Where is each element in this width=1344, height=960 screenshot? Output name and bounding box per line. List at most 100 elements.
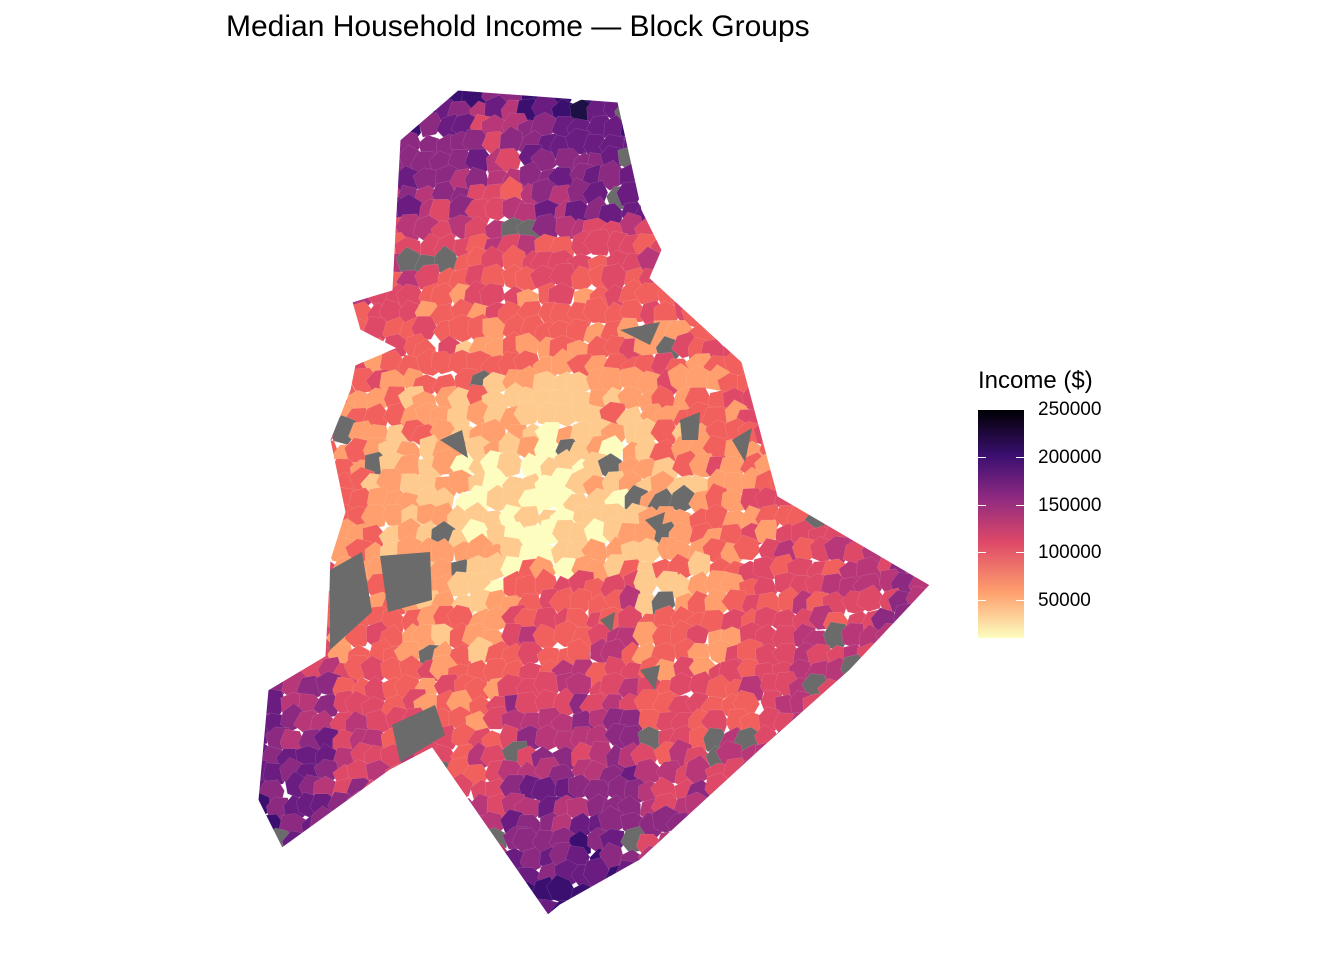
block-group-cell: [385, 847, 410, 875]
block-group-cell: [792, 388, 820, 414]
legend-label-100000: 100000: [1038, 542, 1102, 563]
block-group-cell: [853, 288, 883, 315]
block-group-cell: [362, 862, 386, 893]
block-group-cell: [871, 881, 899, 907]
block-group-cell: [769, 417, 796, 445]
block-group-cell: [931, 832, 956, 858]
block-group-cell: [258, 506, 275, 534]
block-group-cell: [309, 827, 335, 852]
block-group-cell: [365, 792, 394, 818]
block-group-cell: [260, 487, 286, 516]
block-group-cell: [823, 692, 850, 721]
block-group-cell: [327, 300, 353, 326]
block-group-cell: [802, 880, 832, 910]
block-group-cell: [361, 230, 388, 256]
block-group-cell: [278, 436, 305, 467]
block-group-cell: [708, 917, 735, 946]
block-group-cell: [820, 306, 847, 330]
block-group-cell: [258, 637, 266, 670]
block-group-cell: [297, 215, 324, 246]
block-group-cell: [874, 237, 904, 263]
block-group-cell: [895, 774, 919, 800]
block-group-cell: [807, 332, 832, 358]
block-group-cell: [854, 440, 880, 466]
block-group-cell: [258, 112, 276, 139]
block-group-cell: [788, 220, 817, 247]
block-group-cell: [773, 90, 799, 109]
block-group-cell: [909, 432, 930, 459]
block-group-cell: [364, 877, 391, 904]
block-group-cell: [685, 846, 715, 871]
block-group-cell: [685, 864, 714, 892]
block-group-cell: [345, 114, 375, 142]
block-group-cell: [785, 416, 817, 441]
block-group-cell: [297, 591, 328, 619]
block-group-cell: [840, 440, 869, 467]
block-group-cell: [820, 825, 847, 851]
block-group-cell: [436, 814, 463, 843]
block-group-cell: [909, 626, 930, 651]
block-group-cell: [309, 459, 338, 485]
block-group-cell: [671, 827, 697, 853]
block-group-cell: [633, 93, 661, 119]
block-group-cell: [922, 731, 930, 756]
block-group-cell: [726, 875, 752, 904]
block-group-cell: [805, 895, 835, 915]
block-group-cell: [667, 146, 694, 177]
block-group-cell: [892, 846, 920, 875]
block-group-cell: [294, 196, 323, 225]
block-group-cell: [873, 761, 903, 785]
block-group-cell: [895, 695, 922, 722]
block-group-cell: [482, 878, 509, 905]
block-group-cell: [613, 912, 645, 915]
block-group-cell: [809, 705, 835, 734]
block-group-cell: [723, 297, 753, 325]
block-group-cell: [799, 732, 832, 758]
block-group-cell: [913, 253, 930, 281]
block-group-cell: [929, 542, 930, 571]
block-group-cell: [844, 846, 874, 873]
block-group-cell: [839, 382, 866, 414]
block-group-cell: [297, 456, 324, 481]
block-group-cell: [891, 710, 919, 736]
block-group-cell: [806, 111, 831, 140]
block-group-cell: [311, 487, 338, 514]
block-group-cell: [706, 220, 735, 246]
block-group-cell: [876, 186, 902, 214]
block-group-cell: [258, 229, 277, 260]
block-group-cell: [875, 866, 901, 894]
block-group-cell: [845, 339, 869, 366]
block-group-cell: [400, 860, 424, 889]
block-group-cell: [909, 540, 930, 568]
block-group-cell: [803, 456, 831, 482]
no-data-area: [440, 430, 468, 458]
block-group-cell: [685, 914, 710, 915]
block-group-cell: [889, 878, 917, 903]
block-group-cell: [840, 353, 870, 380]
block-group-cell: [771, 250, 798, 277]
block-group-cell: [333, 129, 358, 158]
block-group-cell: [486, 860, 512, 887]
block-group-cell: [326, 247, 355, 274]
block-group-cell: [280, 577, 310, 603]
block-group-cell: [686, 279, 714, 310]
block-group-cell: [835, 688, 862, 714]
block-group-cell: [901, 520, 930, 543]
block-group-cell: [878, 694, 905, 722]
block-group-cell: [263, 624, 290, 653]
legend-label-200000: 200000: [1038, 447, 1102, 468]
legend-colorbar: [978, 410, 1024, 638]
block-group-cell: [891, 472, 922, 499]
block-group-cell: [397, 813, 424, 838]
block-group-cell: [805, 285, 832, 313]
block-group-cell: [794, 747, 820, 773]
block-group-cell: [922, 746, 930, 775]
block-group-cell: [887, 116, 916, 144]
block-group-cell: [789, 147, 817, 175]
block-group-cell: [263, 455, 289, 487]
block-group-cell: [432, 790, 457, 819]
block-group-cell: [753, 741, 779, 767]
block-group-cell: [670, 96, 703, 125]
block-group-cell: [635, 160, 661, 188]
